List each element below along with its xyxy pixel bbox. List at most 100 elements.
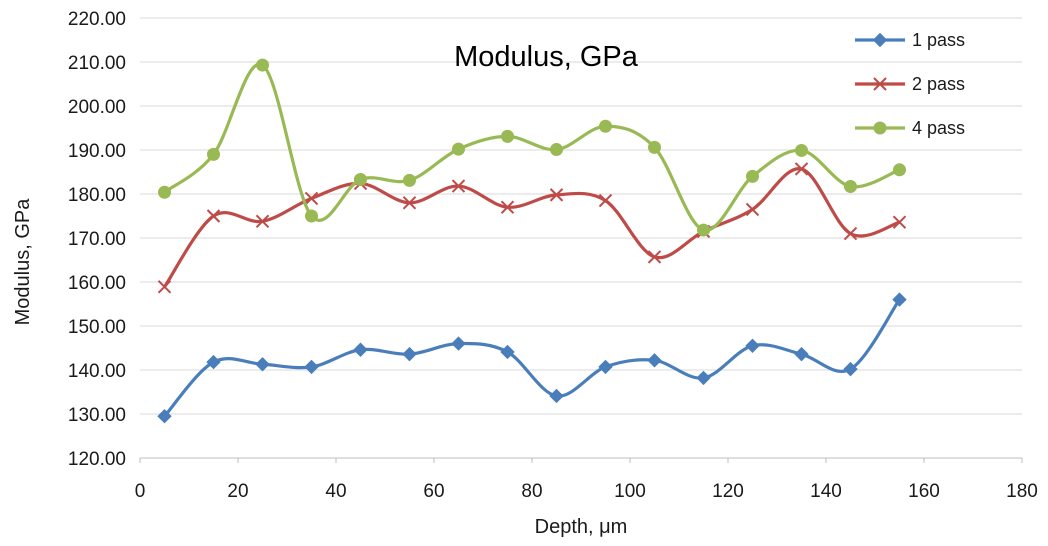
data-point <box>893 163 906 177</box>
y-tick-label: 180.00 <box>68 185 126 206</box>
data-point <box>745 338 760 354</box>
data-point <box>304 191 319 206</box>
data-point <box>795 143 808 157</box>
y-tick-label: 190.00 <box>68 141 126 162</box>
data-point <box>892 215 907 229</box>
x-tick-label: 0 <box>135 481 146 502</box>
data-point <box>794 162 809 176</box>
y-tick-label: 220.00 <box>68 9 126 30</box>
x-marker-stroke <box>206 209 221 223</box>
x-tick-label: 120 <box>712 481 744 502</box>
x-marker-stroke <box>451 179 466 193</box>
data-point <box>206 209 221 223</box>
y-tick-label: 150.00 <box>68 317 126 338</box>
legend: 1 pass 2 pass 4 pass <box>855 30 965 138</box>
axes: 120.00 130.00 140.00 150.00 160.00 170.00 180.… <box>68 9 1038 502</box>
x-tick-label: 40 <box>325 481 346 502</box>
data-point <box>697 223 710 237</box>
legend-label: 4 pass <box>912 118 965 138</box>
x-marker-stroke <box>500 200 515 214</box>
data-point <box>402 346 417 362</box>
data-point <box>843 361 858 377</box>
data-point <box>207 147 220 161</box>
series-line <box>163 167 901 288</box>
data-point <box>549 188 564 202</box>
x-marker-stroke <box>598 193 613 208</box>
data-point <box>844 180 857 194</box>
legend-marker <box>873 121 887 135</box>
data-point <box>157 280 172 294</box>
x-tick-label: 180 <box>1006 481 1038 502</box>
series-line <box>163 298 901 418</box>
data-point <box>696 370 711 386</box>
x-marker-stroke <box>647 250 662 264</box>
series-layer <box>157 58 907 424</box>
data-point <box>305 209 318 223</box>
data-point <box>746 169 759 183</box>
gridlines <box>140 17 1022 415</box>
data-point <box>794 346 809 362</box>
data-point <box>647 353 662 368</box>
data-point <box>598 359 613 375</box>
x-tick-label: 80 <box>521 481 542 502</box>
series-3 <box>158 58 906 237</box>
data-point <box>647 250 662 264</box>
data-point <box>304 359 319 375</box>
x-marker-stroke <box>873 77 887 91</box>
x-marker-stroke <box>794 162 809 176</box>
x-tick-label: 160 <box>908 481 940 502</box>
y-axis-title: Modulus, GPa <box>12 198 34 326</box>
data-point <box>206 354 221 370</box>
data-point <box>403 173 416 187</box>
x-tick-label: 140 <box>810 481 842 502</box>
legend-item: 2 pass <box>855 74 965 94</box>
x-marker-stroke <box>843 226 858 241</box>
y-tick-label: 130.00 <box>68 405 126 426</box>
x-marker-stroke <box>255 214 270 228</box>
data-point <box>452 142 465 156</box>
y-tick-label: 140.00 <box>68 361 126 382</box>
data-point <box>599 119 612 133</box>
series-line <box>163 62 901 232</box>
data-point <box>745 202 760 217</box>
y-tick-label: 160.00 <box>68 273 126 294</box>
data-point <box>892 292 907 307</box>
legend-marker <box>872 32 888 48</box>
x-tick-label: 100 <box>614 481 646 502</box>
y-tick-label: 210.00 <box>68 53 126 74</box>
x-axis-title: Depth, μm <box>535 516 628 538</box>
legend-item: 4 pass <box>855 118 965 138</box>
y-tick-label: 120.00 <box>68 449 126 470</box>
data-point <box>843 226 858 241</box>
x-marker-stroke <box>304 191 319 206</box>
legend-marker <box>873 77 887 91</box>
legend-item: 1 pass <box>855 30 965 50</box>
data-point <box>550 143 563 157</box>
x-marker-stroke <box>549 188 564 202</box>
data-point <box>255 357 270 372</box>
y-tick-label: 200.00 <box>68 97 126 118</box>
data-point <box>549 388 564 404</box>
chart-title: Modulus, GPa <box>454 41 639 73</box>
data-point <box>451 179 466 193</box>
data-point <box>500 344 515 360</box>
series-2 <box>157 162 907 294</box>
data-point <box>402 196 417 210</box>
data-point <box>648 140 661 154</box>
y-tick-label: 170.00 <box>68 229 126 250</box>
x-marker-stroke <box>157 280 172 294</box>
data-point <box>353 342 368 357</box>
data-point <box>256 58 269 72</box>
data-point <box>354 172 367 186</box>
data-point <box>451 336 466 351</box>
x-tick-label: 20 <box>227 481 248 502</box>
data-point <box>157 408 172 424</box>
data-point <box>501 129 514 143</box>
x-marker-stroke <box>402 196 417 210</box>
x-marker-stroke <box>892 215 907 229</box>
data-point <box>500 200 515 214</box>
data-point <box>255 214 270 228</box>
legend-label: 1 pass <box>912 30 965 50</box>
data-point <box>158 185 171 199</box>
